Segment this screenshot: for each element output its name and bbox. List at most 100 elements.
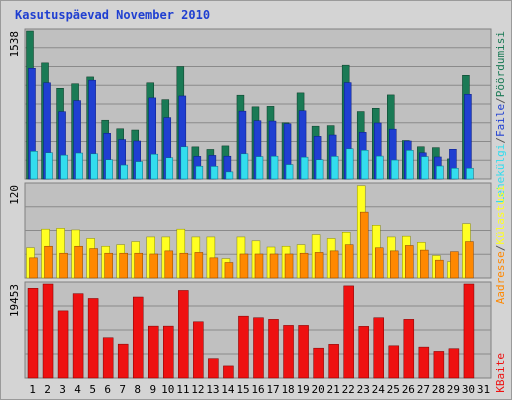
bar-Lehekülgi-26: [406, 150, 414, 180]
bar-Aadresse-19: [299, 252, 309, 279]
x-tick-15: 15: [236, 383, 249, 396]
bar-Lehekülgi-20: [315, 159, 324, 180]
bar-KBaite-7: [117, 343, 129, 379]
bar-KBaite-17: [268, 319, 279, 379]
bar-KBaite-9: [148, 325, 159, 379]
bar-Lehekülgi-13: [210, 166, 219, 180]
bar-Aadresse-8: [134, 252, 143, 279]
x-tick-8: 8: [134, 383, 141, 396]
legend-separator: /: [494, 97, 507, 104]
bar-Lehekülgi-3: [60, 154, 68, 180]
bar-Lehekülgi-27: [421, 156, 429, 180]
x-tick-9: 9: [149, 383, 156, 396]
x-tick-30: 30: [462, 383, 475, 396]
bar-Aadresse-30: [465, 241, 474, 279]
bar-Aadresse-5: [89, 248, 98, 279]
bar-Aadresse-23: [359, 211, 369, 279]
x-tick-16: 16: [251, 383, 264, 396]
bar-Aadresse-17: [269, 253, 279, 279]
bar-Aadresse-16: [254, 253, 264, 279]
bar-Aadresse-6: [104, 252, 113, 279]
bar-Lehekülgi-4: [75, 152, 83, 180]
bar-Lehekülgi-15: [240, 153, 249, 180]
bar-Lehekülgi-1: [30, 151, 38, 180]
bar-Aadresse-27: [420, 249, 429, 279]
bar-KBaite-21: [328, 344, 339, 379]
x-tick-5: 5: [89, 383, 96, 396]
bar-Aadresse-14: [224, 262, 234, 279]
bar-Lehekülgi-6: [105, 159, 113, 180]
bar-Lehekülgi-5: [90, 153, 98, 180]
bar-Lehekülgi-22: [345, 148, 354, 180]
legend-item: Aadresse: [494, 251, 507, 304]
x-tick-13: 13: [206, 383, 219, 396]
bar-Aadresse-24: [374, 247, 384, 279]
bar-Aadresse-9: [149, 253, 159, 279]
bar-Lehekülgi-30: [466, 167, 474, 180]
bar-Lehekülgi-8: [135, 161, 143, 180]
bar-Aadresse-20: [314, 252, 324, 279]
x-tick-21: 21: [327, 383, 340, 396]
bar-KBaite-22: [343, 285, 354, 379]
bar-KBaite-1: [27, 288, 39, 379]
bar-Lehekülgi-2: [45, 152, 53, 180]
bar-KBaite-23: [358, 326, 369, 379]
bar-KBaite-13: [208, 358, 219, 379]
bar-Lehekülgi-10: [165, 157, 174, 180]
bar-Aadresse-25: [390, 250, 399, 279]
x-tick-12: 12: [191, 383, 204, 396]
bar-KBaite-12: [193, 321, 204, 379]
bar-Aadresse-29: [450, 251, 459, 279]
bar-Lehekülgi-29: [451, 167, 459, 180]
bar-Aadresse-18: [284, 253, 294, 279]
bar-Aadresse-1: [29, 257, 38, 279]
bar-Aadresse-26: [405, 245, 414, 279]
x-tick-31: 31: [477, 383, 490, 396]
bar-Lehekülgi-12: [195, 165, 204, 180]
bar-KBaite-20: [313, 347, 324, 379]
chart-title: Kasutuspäevad November 2010: [15, 8, 210, 22]
x-tick-28: 28: [432, 383, 445, 396]
bar-KBaite-19: [298, 325, 309, 379]
x-tick-27: 27: [417, 383, 430, 396]
x-tick-25: 25: [387, 383, 400, 396]
x-tick-22: 22: [342, 383, 355, 396]
bar-Aadresse-2: [44, 245, 53, 279]
x-tick-4: 4: [74, 383, 81, 396]
bar-Aadresse-10: [164, 250, 174, 279]
x-tick-1: 1: [29, 383, 36, 396]
bar-Lehekülgi-7: [120, 164, 128, 180]
bar-Lehekülgi-28: [436, 165, 444, 180]
legend-item: Külastusi: [494, 185, 507, 245]
x-tick-17: 17: [266, 383, 279, 396]
bar-Lehekülgi-14: [225, 171, 234, 180]
x-tick-23: 23: [357, 383, 370, 396]
x-tick-20: 20: [312, 383, 325, 396]
legend-item: Pöördumisi: [494, 31, 507, 97]
bar-KBaite-4: [72, 293, 84, 379]
bar-KBaite-18: [283, 325, 294, 379]
bar-Aadresse-12: [194, 252, 204, 279]
legend-separator: /: [494, 245, 507, 252]
bar-Lehekülgi-24: [375, 155, 384, 180]
bar-KBaite-26: [403, 319, 415, 379]
y-max-label-3: 19453: [8, 284, 21, 317]
bar-Lehekülgi-23: [360, 149, 369, 180]
x-tick-7: 7: [119, 383, 126, 396]
y-max-label-1: 1538: [8, 31, 21, 58]
legend-item: Lehekülgi: [494, 144, 507, 204]
bar-Aadresse-22: [344, 244, 354, 279]
bar-KBaite-28: [433, 351, 445, 379]
x-tick-11: 11: [176, 383, 189, 396]
bar-Lehekülgi-11: [180, 146, 189, 180]
bar-KBaite-10: [163, 325, 174, 379]
x-tick-18: 18: [281, 383, 294, 396]
bar-KBaite-2: [42, 283, 54, 379]
bar-Aadresse-4: [74, 245, 83, 279]
bar-KBaite-11: [178, 290, 189, 379]
x-tick-29: 29: [447, 383, 460, 396]
bar-KBaite-24: [373, 317, 384, 379]
legend-item: Faile: [494, 104, 507, 137]
legend-separator: /: [494, 137, 507, 144]
